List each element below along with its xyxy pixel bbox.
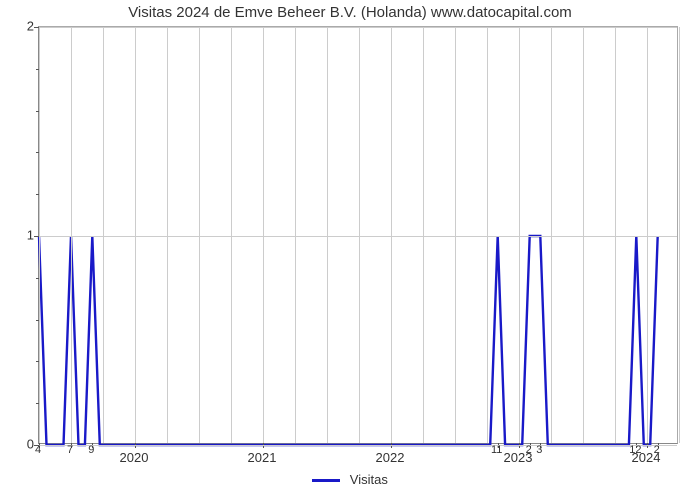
xaxis-year-label: 2020 bbox=[120, 450, 149, 465]
legend-label: Visitas bbox=[350, 472, 388, 487]
xaxis-minor-label: 3 bbox=[536, 444, 542, 456]
xaxis-minor-label: 2 bbox=[654, 444, 660, 456]
xaxis-minor-label: 4 bbox=[35, 444, 41, 456]
legend: Visitas bbox=[0, 472, 700, 487]
plot-area bbox=[38, 26, 678, 444]
legend-swatch bbox=[312, 479, 340, 482]
xaxis-minor-label: 9 bbox=[88, 444, 94, 456]
yaxis-tick-label: 1 bbox=[4, 228, 34, 243]
yaxis-tick-label: 2 bbox=[4, 19, 34, 34]
xaxis-minor-label: 2 bbox=[526, 444, 532, 456]
chart-title: Visitas 2024 de Emve Beheer B.V. (Holand… bbox=[0, 4, 700, 21]
xaxis-minor-label: 7 bbox=[67, 444, 73, 456]
visits-chart: Visitas 2024 de Emve Beheer B.V. (Holand… bbox=[0, 0, 700, 500]
yaxis-tick-label: 0 bbox=[4, 437, 34, 452]
xaxis-year-label: 2022 bbox=[376, 450, 405, 465]
xaxis-minor-label: 11 bbox=[491, 444, 502, 456]
xaxis-minor-label: 12 bbox=[629, 444, 641, 456]
xaxis-year-label: 2021 bbox=[248, 450, 277, 465]
